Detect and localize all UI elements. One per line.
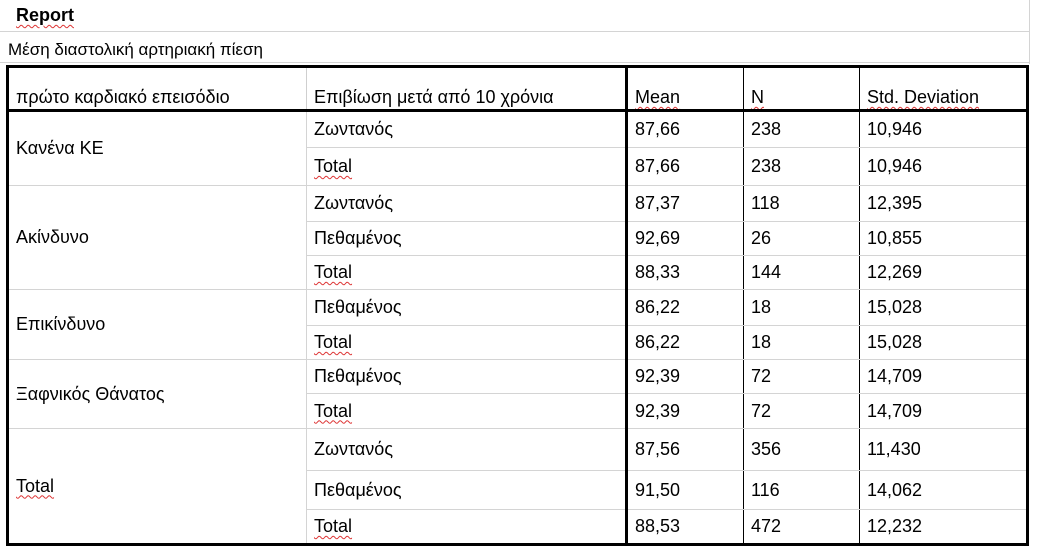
group-label: Ξαφνικός Θάνατος bbox=[7, 359, 307, 429]
report-title: Report bbox=[16, 5, 74, 25]
std-deviation-cell: 15,028 bbox=[859, 289, 1028, 326]
mean-cell: 86,22 bbox=[626, 325, 744, 360]
grid-line bbox=[1029, 0, 1030, 64]
grid-line bbox=[0, 31, 1030, 32]
n-cell: 472 bbox=[743, 509, 860, 545]
table-row: Total 88,33 144 12,269 bbox=[8, 255, 1028, 290]
n-cell: 144 bbox=[743, 255, 860, 290]
n-cell: 238 bbox=[743, 147, 860, 186]
survival-cell: Total bbox=[306, 509, 628, 545]
mean-cell: 88,33 bbox=[626, 255, 744, 290]
survival-cell: Πεθαμένος bbox=[306, 470, 628, 510]
std-deviation-cell: 10,946 bbox=[859, 110, 1028, 148]
mean-cell: 87,37 bbox=[626, 185, 744, 222]
std-deviation-cell: 12,269 bbox=[859, 255, 1028, 290]
mean-cell: 92,39 bbox=[626, 359, 744, 394]
mean-cell: 91,50 bbox=[626, 470, 744, 510]
std-deviation-cell: 14,709 bbox=[859, 359, 1028, 394]
n-cell: 18 bbox=[743, 289, 860, 326]
table-row: Πεθαμένος 91,50 116 14,062 bbox=[8, 470, 1028, 510]
n-cell: 356 bbox=[743, 428, 860, 471]
survival-cell: Ζωντανός bbox=[306, 110, 628, 148]
survival-cell: Πεθαμένος bbox=[306, 359, 628, 394]
survival-cell: Ζωντανός bbox=[306, 185, 628, 222]
group-label: Επικίνδυνο bbox=[7, 289, 307, 360]
col-header-std-deviation: Std. Deviation bbox=[859, 66, 1028, 112]
std-deviation-cell: 12,395 bbox=[859, 185, 1028, 222]
n-cell: 116 bbox=[743, 470, 860, 510]
mean-cell: 92,39 bbox=[626, 393, 744, 429]
mean-cell: 87,66 bbox=[626, 110, 744, 148]
std-deviation-cell: 14,709 bbox=[859, 393, 1028, 429]
survival-cell: Πεθαμένος bbox=[306, 221, 628, 256]
std-deviation-cell: 10,946 bbox=[859, 147, 1028, 186]
col-header-category: πρώτο καρδιακό επεισόδιο bbox=[7, 66, 307, 112]
mean-cell: 92,69 bbox=[626, 221, 744, 256]
table-row: Επικίνδυνο Πεθαμένος 86,22 18 15,028 bbox=[7, 289, 1028, 360]
survival-cell: Total bbox=[306, 255, 628, 290]
n-cell: 72 bbox=[743, 359, 860, 394]
std-deviation-cell: 12,232 bbox=[867, 516, 923, 536]
std-deviation-cell: 15,028 bbox=[859, 325, 1028, 360]
grid-line bbox=[0, 62, 1030, 63]
mean-cell: 88,53 bbox=[626, 509, 744, 545]
col-header-mean: Mean bbox=[625, 66, 744, 112]
header-row: πρώτο καρδιακό επεισόδιο Επιβίωση μετά α… bbox=[7, 66, 1028, 112]
report-table: πρώτο καρδιακό επεισόδιο Επιβίωση μετά α… bbox=[6, 65, 1029, 546]
group-label: Total bbox=[7, 428, 307, 545]
survival-cell: Total bbox=[306, 147, 628, 186]
table-row: Total 86,22 18 15,028 bbox=[8, 325, 1028, 360]
table-row: Total Ζωντανός 87,56 356 11,430 bbox=[7, 428, 1028, 545]
table-row: Total 87,66 238 10,946 bbox=[8, 147, 1028, 186]
std-deviation-cell: 14,062 bbox=[859, 470, 1028, 510]
report-subtitle: Μέση διαστολική αρτηριακή πίεση bbox=[8, 40, 263, 59]
mean-cell: 87,66 bbox=[626, 147, 744, 186]
survival-cell: Total bbox=[306, 325, 628, 360]
table-row: Total 88,53 472 12,232 bbox=[8, 509, 1028, 545]
n-cell: 18 bbox=[743, 325, 860, 360]
table-row: Κανένα ΚΕ Ζωντανός 87,66 238 10,946 bbox=[7, 110, 1028, 186]
table-row: Ξαφνικός Θάνατος Πεθαμένος 92,39 72 14,709 bbox=[7, 359, 1028, 429]
std-deviation-cell: 11,430 bbox=[859, 428, 1028, 471]
mean-cell: 87,56 bbox=[626, 428, 744, 471]
std-deviation-cell: 10,855 bbox=[859, 221, 1028, 256]
survival-cell: Πεθαμένος bbox=[306, 289, 628, 326]
n-cell: 72 bbox=[743, 393, 860, 429]
table-row: Ακίνδυνο Ζωντανός 87,37 118 12,395 bbox=[7, 185, 1028, 290]
group-label: Ακίνδυνο bbox=[7, 185, 307, 290]
n-cell: 238 bbox=[743, 110, 860, 148]
mean-cell: 86,22 bbox=[626, 289, 744, 326]
group-label: Κανένα ΚΕ bbox=[7, 110, 307, 186]
n-cell: 118 bbox=[743, 185, 860, 222]
table-row: Total 92,39 72 14,709 bbox=[8, 393, 1028, 429]
table-row: Πεθαμένος 92,69 26 10,855 bbox=[8, 221, 1028, 256]
col-header-n: N bbox=[743, 66, 860, 112]
survival-cell: Total bbox=[306, 393, 628, 429]
survival-cell: Ζωντανός bbox=[306, 428, 628, 471]
n-cell: 26 bbox=[743, 221, 860, 256]
col-header-survival: Επιβίωση μετά από 10 χρόνια bbox=[306, 66, 628, 112]
